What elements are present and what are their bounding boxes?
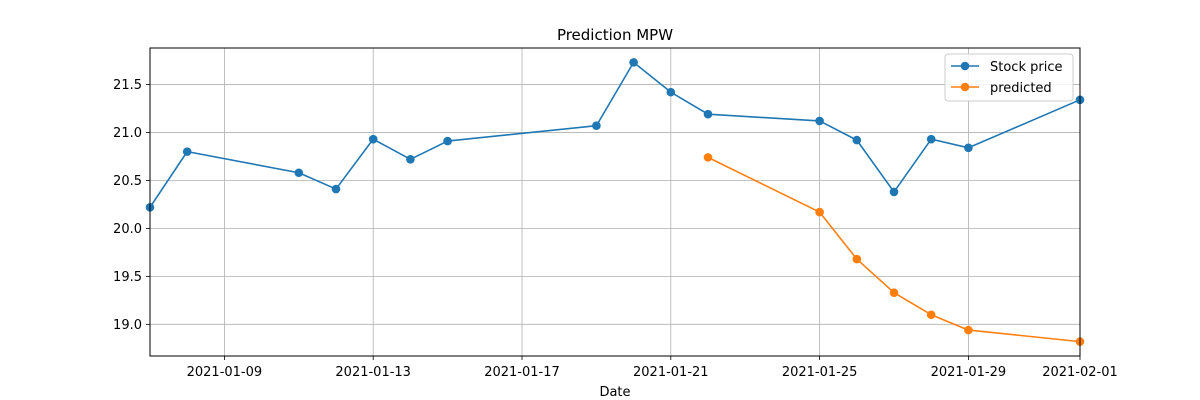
y-tick-label: 19.0 xyxy=(113,318,142,333)
legend-item: predicted xyxy=(951,81,1052,96)
x-axis-title: Date xyxy=(599,385,630,400)
data-point xyxy=(889,288,899,297)
data-point xyxy=(331,184,341,194)
data-point xyxy=(889,187,899,197)
x-tick-label: 2021-01-13 xyxy=(335,365,411,380)
legend-marker xyxy=(960,61,970,71)
data-point xyxy=(294,168,304,178)
data-point xyxy=(592,121,601,131)
data-point xyxy=(815,116,824,126)
data-point xyxy=(852,254,862,264)
x-tick-label: 2021-01-17 xyxy=(484,365,560,380)
data-point xyxy=(368,134,378,144)
legend-marker xyxy=(960,82,970,92)
chart-title: Prediction MPW xyxy=(557,26,673,44)
legend-item: Stock price xyxy=(951,60,1062,75)
data-point xyxy=(926,310,936,320)
legend-label: predicted xyxy=(990,81,1052,96)
grid xyxy=(150,48,1081,356)
y-tick-label: 19.5 xyxy=(113,270,142,285)
x-tick-label: 2021-01-25 xyxy=(782,365,858,380)
y-tick-label: 21.5 xyxy=(113,78,142,93)
y-tick-label: 21.0 xyxy=(113,126,142,141)
data-point xyxy=(666,87,676,97)
plot-series xyxy=(145,58,1085,346)
x-tick-label: 2021-01-21 xyxy=(633,365,709,380)
data-point xyxy=(815,207,824,217)
plot-frame xyxy=(149,47,1081,357)
data-point xyxy=(703,109,713,119)
data-point xyxy=(852,135,862,145)
y-tick-label: 20.5 xyxy=(113,174,142,189)
data-point xyxy=(703,153,713,162)
series-1 xyxy=(703,153,1085,346)
x-tick-label: 2021-01-09 xyxy=(187,365,263,380)
data-point xyxy=(964,143,973,153)
legend: Stock price predicted xyxy=(944,53,1074,102)
y-tick-label: 20.0 xyxy=(113,222,142,237)
series-0 xyxy=(145,58,1085,212)
data-point xyxy=(629,58,638,67)
x-tick-label: 2021-02-01 xyxy=(1042,365,1118,380)
axes: 2021-01-09 2021-01-13 2021-01-17 2021-01-21… xyxy=(113,78,1118,380)
data-point xyxy=(182,147,192,156)
legend-label: Stock price xyxy=(990,60,1062,75)
data-point xyxy=(443,136,452,146)
x-tick-label: 2021-01-29 xyxy=(931,365,1007,380)
data-point xyxy=(406,155,415,164)
data-point xyxy=(926,134,936,144)
data-point xyxy=(964,325,973,335)
